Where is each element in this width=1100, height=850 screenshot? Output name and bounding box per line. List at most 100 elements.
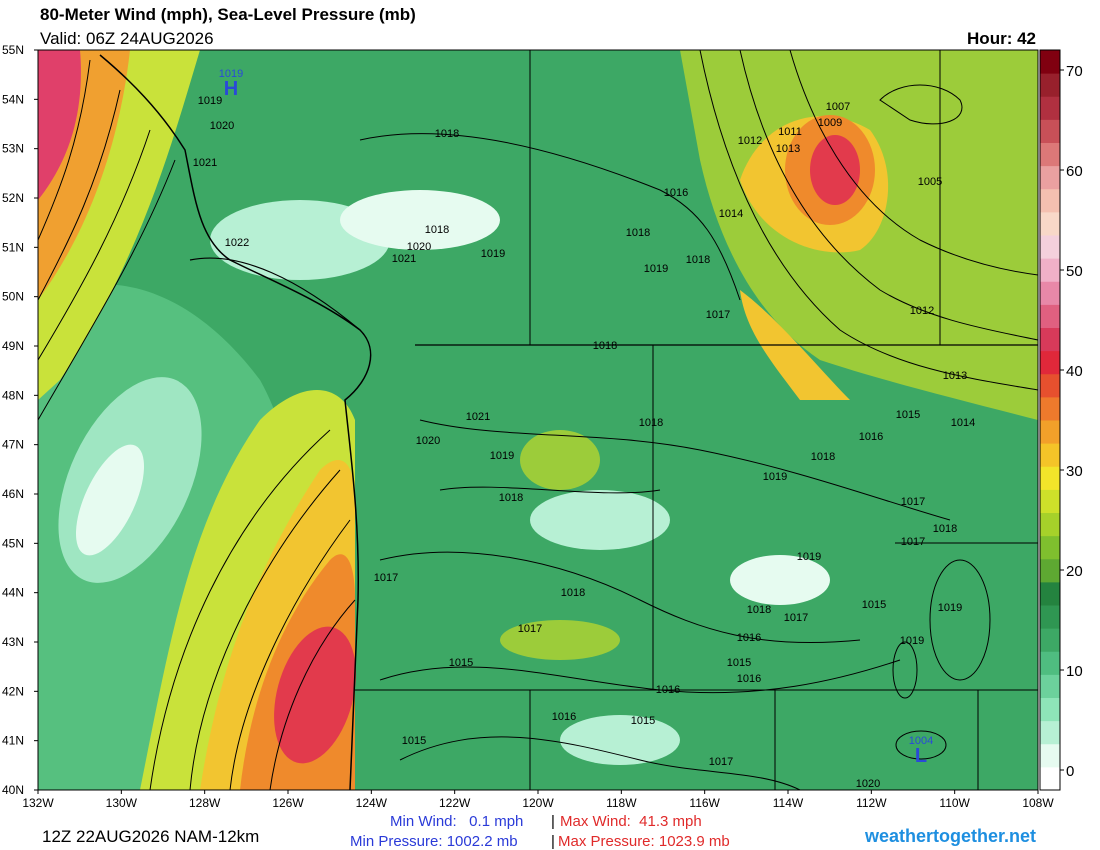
field-strong: [274, 626, 356, 764]
isobar-label: 1017: [518, 623, 542, 635]
colorbar-swatch: [1040, 628, 1060, 652]
isobar: [699, 50, 1038, 391]
isobar-label: 1019: [198, 95, 222, 107]
isobar-label: 1015: [631, 715, 655, 727]
lon-label: 112W: [856, 796, 887, 810]
lon-label: 124W: [356, 796, 388, 810]
isobar-label: 1015: [402, 735, 426, 747]
colorbar-swatch: [1040, 558, 1060, 583]
lon-label: 114W: [773, 796, 804, 810]
max-pressure: Max Pressure: 1023.9 mb: [558, 833, 730, 850]
isobar: [38, 59, 91, 241]
lat-label: 51N: [2, 240, 24, 254]
colorbar-swatch: [1040, 489, 1060, 513]
lon-label: 110W: [939, 796, 970, 810]
isobar-label: 1017: [706, 309, 730, 321]
isobar-label: 1013: [776, 143, 800, 155]
colorbar-swatch: [1040, 420, 1060, 444]
isobar: [149, 429, 331, 790]
colorbar-swatch: [1040, 674, 1060, 698]
lat-label: 46N: [2, 487, 24, 501]
colorbar-label: 0: [1066, 763, 1074, 780]
lat-label: 42N: [2, 684, 24, 698]
isobar-label: 1018: [435, 128, 459, 140]
max-wind: Max Wind: 41.3 mph: [560, 813, 702, 830]
lon-label: 122W: [439, 796, 471, 810]
isobar-label: 1005: [918, 176, 942, 188]
colorbar-swatch: [1040, 327, 1060, 352]
colorbar-swatch: [1040, 304, 1060, 328]
colorbar-swatch: [1040, 142, 1060, 167]
isobar-label: 1017: [901, 536, 925, 548]
isobar-label: 1018: [425, 224, 449, 236]
colorbar-swatch: [1040, 373, 1060, 398]
colorbar-swatch: [1040, 766, 1060, 791]
lat-label: 47N: [2, 438, 24, 452]
isobar-label: 1012: [738, 135, 762, 147]
lon-label: 116W: [689, 796, 720, 810]
pressure-center-value: 1019: [219, 68, 243, 80]
colorbar-swatch: [1040, 211, 1060, 236]
isobar-label: 1016: [552, 711, 576, 723]
isobar-label: 1018: [933, 523, 957, 535]
lon-label: 128W: [189, 796, 221, 810]
isobar-label: 1012: [910, 305, 934, 317]
colorbar-label: 30: [1066, 463, 1083, 480]
isobar-label: 1016: [737, 632, 761, 644]
model-run: 12Z 22AUG2026 NAM-12km: [42, 827, 259, 846]
field-calm: [530, 490, 670, 550]
isobar: [895, 730, 947, 760]
site-credit: weathertogether.net: [864, 826, 1036, 846]
pressure-center-symbol: L: [915, 745, 927, 767]
isobar: [419, 419, 951, 521]
isobar-label: 1018: [811, 451, 835, 463]
lon-label: 130W: [106, 796, 138, 810]
lat-label: 50N: [2, 290, 24, 304]
isobar: [229, 519, 351, 790]
colorbar-frame: [1039, 49, 1061, 791]
isobar: [269, 599, 356, 790]
isobar: [38, 159, 176, 421]
lat-label: 41N: [2, 734, 24, 748]
colorbar-swatch: [1040, 535, 1060, 560]
colorbar-label: 40: [1066, 363, 1083, 380]
isobar-label: 1021: [193, 157, 217, 169]
colorbar-swatch: [1040, 235, 1060, 259]
colorbar-swatch: [1040, 697, 1060, 722]
isobar-label: 1016: [656, 684, 680, 696]
lat-label: 54N: [2, 92, 24, 106]
isobar: [929, 559, 991, 681]
isobar-label: 1016: [859, 431, 883, 443]
isobar-label: 1019: [763, 471, 787, 483]
min-pressure: Min Pressure: 1002.2 mb: [350, 833, 518, 850]
field-calm: [340, 190, 500, 250]
title: 80-Meter Wind (mph), Sea-Level Pressure …: [40, 5, 416, 24]
lon-label: 132W: [22, 796, 54, 810]
colorbar-swatch: [1040, 581, 1060, 606]
forecast-hour: Hour: 42: [967, 29, 1036, 48]
colorbar-swatch: [1040, 73, 1060, 97]
isobar-label: 1018: [747, 604, 771, 616]
isobar-label: 1015: [449, 657, 473, 669]
isobar-label: 1019: [481, 248, 505, 260]
lat-label: 40N: [2, 783, 24, 797]
field-moderate: [500, 620, 620, 660]
colorbar-swatch: [1040, 396, 1060, 421]
lat-label: 52N: [2, 191, 24, 205]
lon-label: 118W: [606, 796, 637, 810]
isobar-label: 1017: [901, 496, 925, 508]
wind-field: [38, 50, 1038, 790]
isobar: [359, 133, 741, 301]
lat-label: 55N: [2, 43, 24, 57]
colorbar-swatch: [1040, 651, 1060, 675]
map-axes: 55N 54N 53N 52N 51N 50N 49N 48N 47N 46N 45N 44N 43N 4…: [2, 43, 1054, 810]
isobars: [38, 50, 1038, 790]
isobar-label: 1020: [416, 435, 440, 447]
colorbar-label: 70: [1066, 63, 1083, 80]
isobar: [399, 736, 801, 790]
isobar-label: 1018: [561, 587, 585, 599]
colorbar-swatch: [1040, 165, 1060, 190]
isobar-label: 1007: [826, 101, 850, 113]
pressure-center-symbol: H: [224, 78, 238, 100]
